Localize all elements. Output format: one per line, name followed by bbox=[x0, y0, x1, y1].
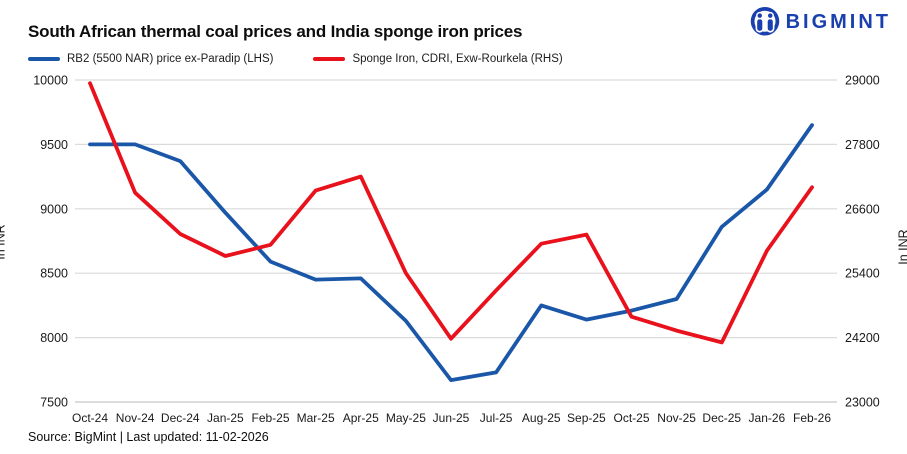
x-axis-tick-label: Nov-24 bbox=[116, 411, 155, 425]
legend-swatch-coal bbox=[28, 57, 60, 61]
x-axis-tick-label: Oct-25 bbox=[613, 411, 649, 425]
legend-item-coal: RB2 (5500 NAR) price ex-Paradip (LHS) bbox=[28, 53, 273, 65]
x-axis-tick-label: Jun-25 bbox=[433, 411, 470, 425]
x-axis-tick-label: Nov-25 bbox=[657, 411, 696, 425]
series-line-sponge-iron bbox=[88, 81, 814, 345]
right-axis-tick-label: 23000 bbox=[845, 396, 880, 410]
left-axis-tick-label: 8500 bbox=[40, 267, 68, 281]
x-axis-tick-label: Mar-25 bbox=[297, 411, 335, 425]
bigmint-logo: BIGMINT bbox=[750, 7, 891, 37]
left-axis-title: In INR bbox=[0, 224, 8, 260]
right-axis-tick-label: 27800 bbox=[845, 138, 880, 152]
legend-item-sponge-iron: Sponge Iron, CDRI, Exw-Rourkela (RHS) bbox=[313, 53, 563, 65]
left-axis-tick-label: 8000 bbox=[40, 331, 68, 345]
x-axis-tick-label: Apr-25 bbox=[343, 411, 379, 425]
legend-label-coal: RB2 (5500 NAR) price ex-Paradip (LHS) bbox=[67, 53, 274, 65]
bigmint-logo-text: BIGMINT bbox=[785, 10, 891, 33]
x-axis-tick-label: Dec-25 bbox=[702, 411, 741, 425]
x-axis-tick-label: Jan-25 bbox=[207, 411, 244, 425]
x-axis-tick-label: May-25 bbox=[386, 411, 426, 425]
legend-swatch-sponge-iron bbox=[313, 57, 346, 61]
x-axis-tick-label: Oct-24 bbox=[72, 411, 108, 425]
chart-title: South African thermal coal prices and In… bbox=[28, 22, 523, 41]
right-axis-tick-label: 26600 bbox=[845, 202, 880, 216]
legend-label-sponge-iron: Sponge Iron, CDRI, Exw-Rourkela (RHS) bbox=[352, 53, 563, 65]
left-axis-tick-label: 9000 bbox=[40, 202, 68, 216]
right-axis-tick-label: 29000 bbox=[845, 74, 880, 88]
right-axis-tick-label: 25400 bbox=[845, 267, 880, 281]
legend: RB2 (5500 NAR) price ex-Paradip (LHS) Sp… bbox=[28, 53, 563, 65]
left-axis-tick-label: 9500 bbox=[40, 138, 68, 152]
right-axis-tick-label: 24200 bbox=[845, 331, 880, 345]
left-axis-tick-label: 10000 bbox=[33, 74, 68, 88]
x-axis-tick-label: Sep-25 bbox=[567, 411, 606, 425]
source-note: Source: BigMint | Last updated: 11-02-20… bbox=[28, 430, 269, 444]
x-axis-tick-label: Jan-26 bbox=[749, 411, 786, 425]
left-axis-tick-label: 7500 bbox=[40, 396, 68, 410]
x-axis-tick-label: Jul-25 bbox=[480, 411, 513, 425]
bigmint-logo-icon bbox=[750, 7, 780, 37]
series-line-coal bbox=[88, 123, 814, 383]
right-axis-title: In INR bbox=[896, 229, 907, 265]
x-axis-tick-label: Aug-25 bbox=[522, 411, 561, 425]
x-axis-tick-label: Feb-26 bbox=[793, 411, 831, 425]
x-axis-tick-label: Feb-25 bbox=[251, 411, 289, 425]
x-axis-tick-label: Dec-24 bbox=[161, 411, 200, 425]
